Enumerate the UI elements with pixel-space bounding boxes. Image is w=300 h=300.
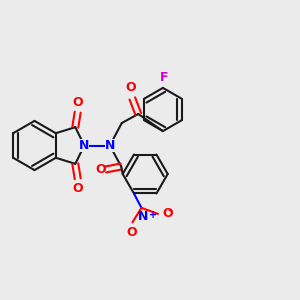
Text: -: - <box>168 206 172 216</box>
Text: O: O <box>95 163 106 176</box>
Text: O: O <box>163 207 173 220</box>
Text: N: N <box>79 139 89 152</box>
Text: O: O <box>126 226 136 239</box>
Text: N: N <box>105 139 115 152</box>
Text: O: O <box>125 81 136 94</box>
Text: N: N <box>137 210 148 223</box>
Text: O: O <box>72 96 83 109</box>
Text: F: F <box>160 71 169 84</box>
Text: +: + <box>149 210 157 220</box>
Text: O: O <box>72 182 83 195</box>
